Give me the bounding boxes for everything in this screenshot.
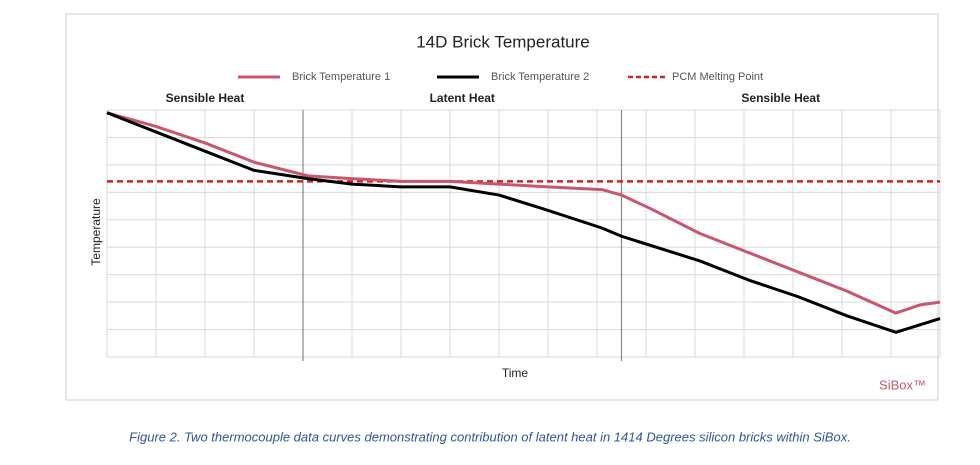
legend-label: Brick Temperature 2 [491, 71, 589, 83]
y-axis-label: Temperature [89, 198, 103, 266]
chart-title: 14D Brick Temperature [416, 32, 590, 51]
legend-label: Brick Temperature 1 [292, 71, 390, 83]
data-line [106, 111, 941, 334]
figure-caption: Figure 2. Two thermocouple data curves d… [129, 429, 851, 444]
phase-label: Sensible Heat [741, 91, 820, 105]
phase-label: Sensible Heat [166, 91, 245, 105]
data-line [106, 111, 941, 315]
legend-label: PCM Melting Point [672, 71, 763, 83]
phase-label: Latent Heat [430, 91, 495, 105]
brand: SiBox™ [879, 377, 926, 392]
x-axis-label: Time [502, 366, 529, 380]
